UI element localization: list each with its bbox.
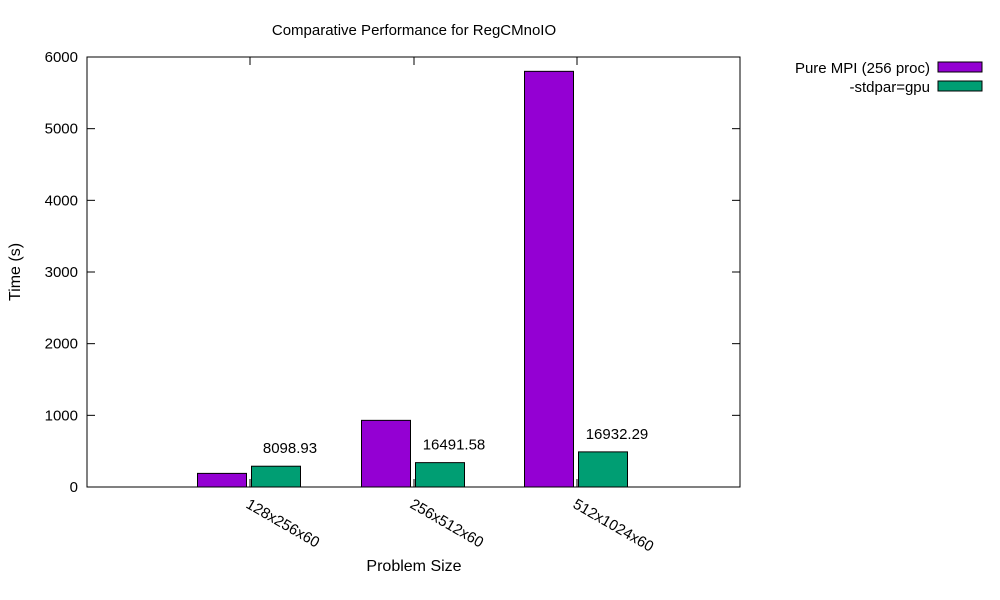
x-tick-label: 128x256x60 (243, 496, 322, 552)
bar-stdpar-gpu (578, 451, 628, 488)
legend-swatch (937, 61, 983, 73)
bar-stdpar-gpu (415, 462, 465, 488)
chart-title: Comparative Performance for RegCMnoIO (272, 22, 556, 39)
x-tick-label: 512x1024x60 (570, 496, 657, 556)
y-axis-label: Time (s) (7, 243, 24, 301)
x-axis-label: Problem Size (366, 558, 461, 575)
data-label: 16932.29 (586, 426, 649, 443)
y-tick-label: 6000 (45, 49, 78, 66)
plot-area: 0 1000 2000 3000 4000 5000 6000 128x256x60 8098.… (45, 49, 741, 556)
data-label: 8098.93 (263, 440, 317, 457)
y-tick-label: 1000 (45, 407, 78, 424)
y-tick-label: 4000 (45, 192, 78, 209)
legend-label: -stdpar=gpu (850, 79, 930, 96)
plot-frame (86, 56, 741, 488)
bar-stdpar-gpu (251, 465, 301, 488)
y-tick-label: 0 (70, 479, 78, 496)
data-label: 16491.58 (423, 437, 486, 454)
legend-swatch (937, 80, 983, 92)
y-tick-label: 5000 (45, 121, 78, 138)
bar-pure-mpi (197, 472, 247, 488)
y-tick-label: 2000 (45, 336, 78, 353)
x-tick-label: 256x512x60 (407, 496, 486, 552)
y-tick-label: 3000 (45, 264, 78, 281)
legend-label: Pure MPI (256 proc) (795, 60, 930, 77)
bar-pure-mpi (361, 419, 411, 488)
bar-pure-mpi (524, 70, 574, 488)
legend: Pure MPI (256 proc) -stdpar=gpu (795, 60, 983, 96)
